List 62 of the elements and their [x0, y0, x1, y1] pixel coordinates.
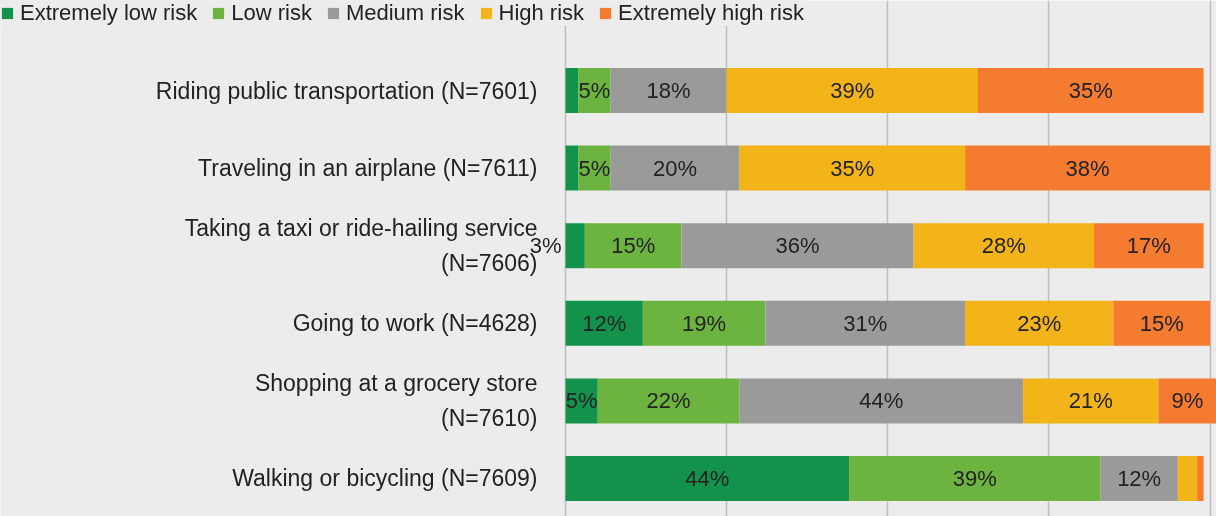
- bar: [565, 223, 585, 269]
- bar: [739, 145, 966, 191]
- data-label: 44%: [859, 388, 904, 414]
- y-tick-label: Traveling in an airplane (N=7611): [198, 155, 538, 182]
- bar: [849, 455, 1101, 501]
- data-label: 36%: [775, 233, 820, 259]
- bar: [1100, 455, 1178, 501]
- bar: [965, 300, 1114, 346]
- data-label: 5%: [565, 388, 598, 414]
- data-label: 15%: [1139, 310, 1184, 336]
- bar: [1158, 378, 1216, 424]
- data-label: 12%: [1117, 465, 1162, 491]
- bar: [1177, 455, 1198, 501]
- bar: [739, 378, 1024, 424]
- bar: [565, 68, 579, 114]
- bar: [610, 68, 727, 114]
- y-tick-label: Riding public transportation (N=7601): [155, 77, 538, 104]
- data-label: 38%: [1065, 155, 1110, 181]
- bar: [584, 223, 682, 269]
- data-label: 44%: [685, 465, 730, 491]
- bar: [765, 300, 966, 346]
- data-label: 22%: [646, 388, 691, 414]
- bar: [978, 68, 1204, 114]
- legend-label: Medium risk: [345, 0, 465, 26]
- bar: [726, 68, 979, 114]
- bar: [681, 223, 914, 269]
- bar: [913, 223, 1095, 269]
- legend-label: Extremely high risk: [618, 0, 804, 26]
- data-label: 19%: [682, 310, 727, 336]
- bar: [642, 300, 766, 346]
- data-label: 28%: [981, 233, 1026, 259]
- y-tick-label: Walking or bicycling (N=7609): [232, 465, 538, 492]
- data-label: 21%: [1068, 388, 1113, 414]
- bar: [1197, 455, 1204, 501]
- y-tick-label: Shopping at a grocery store (N=7610): [254, 370, 538, 432]
- data-label: 17%: [1126, 233, 1171, 259]
- legend-label: High risk: [498, 0, 585, 26]
- data-label: 31%: [843, 310, 888, 336]
- bar: [1113, 300, 1211, 346]
- bar: [1023, 378, 1159, 424]
- bar: [565, 455, 850, 501]
- data-label: 9%: [1171, 388, 1204, 414]
- bar: [1094, 223, 1204, 269]
- bar: [610, 145, 740, 191]
- data-label: 5%: [578, 78, 611, 104]
- bar: [965, 145, 1211, 191]
- data-label: 5%: [578, 155, 611, 181]
- y-tick-label: Going to work (N=4628): [292, 310, 538, 337]
- data-label: 23%: [1017, 310, 1062, 336]
- data-label: 39%: [952, 465, 997, 491]
- data-label: 20%: [653, 155, 698, 181]
- data-label: 35%: [830, 155, 875, 181]
- data-label: 15%: [611, 233, 656, 259]
- bar: [565, 300, 643, 346]
- data-label: 12%: [582, 310, 627, 336]
- bar: [597, 378, 740, 424]
- data-label: 18%: [646, 78, 691, 104]
- legend-label: Low risk: [231, 0, 312, 26]
- data-label: 39%: [830, 78, 875, 104]
- legend-label: Extremely low risk: [20, 0, 198, 26]
- data-label: 35%: [1068, 78, 1113, 104]
- bar: [565, 145, 579, 191]
